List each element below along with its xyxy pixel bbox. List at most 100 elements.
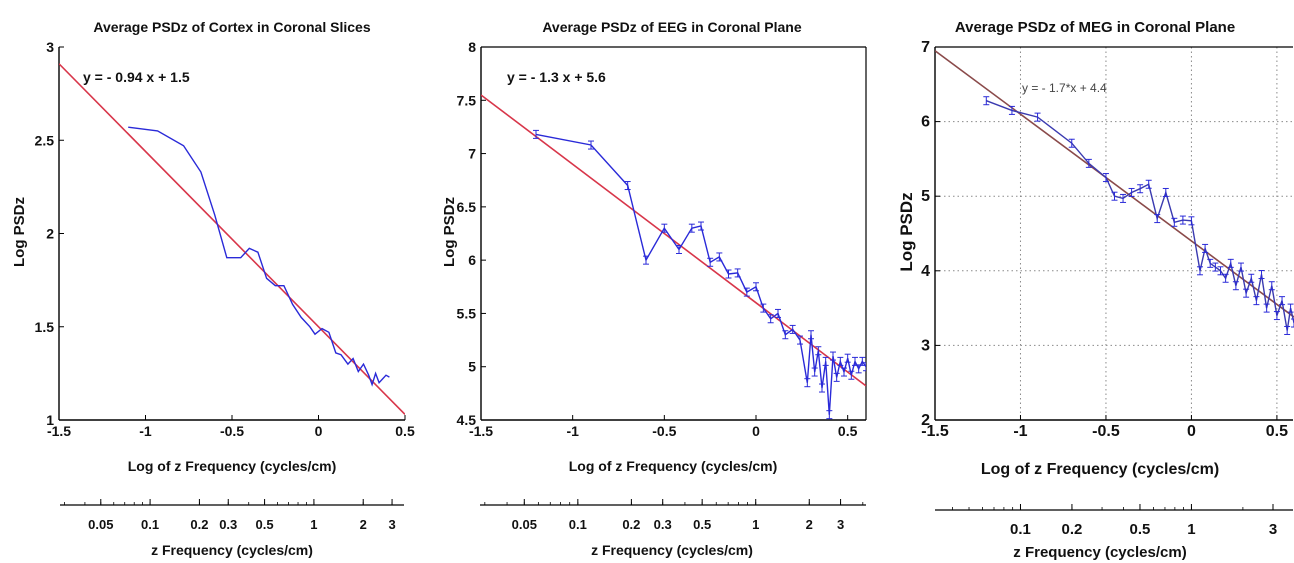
error-bar bbox=[533, 129, 539, 139]
secondary-tick-label: 1 bbox=[310, 517, 317, 532]
error-bar bbox=[811, 367, 818, 377]
error-bar bbox=[1263, 303, 1270, 313]
y-tick-label: 1.5 bbox=[35, 319, 55, 335]
y-tick-label: 3 bbox=[46, 39, 54, 55]
chart-panel-eeg: Average PSDz of EEG in Coronal Plane 4.5… bbox=[441, 19, 867, 558]
error-bar bbox=[797, 335, 803, 345]
error-bar bbox=[1188, 216, 1195, 226]
y-tick-label: 2.5 bbox=[35, 132, 55, 148]
error-bar bbox=[743, 287, 750, 297]
data-series-line bbox=[535, 133, 866, 415]
secondary-tick-label: 2 bbox=[360, 517, 367, 532]
x-tick-label: -0.5 bbox=[1092, 423, 1120, 440]
error-bar bbox=[837, 356, 844, 366]
error-bar bbox=[1068, 138, 1075, 148]
error-bar bbox=[661, 223, 668, 233]
y-axis-label: Log PSDz bbox=[441, 197, 458, 267]
y-tick-label: 5 bbox=[468, 359, 476, 375]
error-bar bbox=[1034, 112, 1041, 122]
chart-panel-cortex: Average PSDz of Cortex in Coronal Slices… bbox=[11, 19, 415, 558]
error-bar bbox=[588, 140, 594, 150]
error-bar bbox=[1145, 179, 1152, 189]
x-tick-label: -1.5 bbox=[47, 423, 71, 439]
x-axis-label: Log of z Frequency (cycles/cm) bbox=[569, 458, 778, 474]
error-bar bbox=[767, 314, 774, 324]
error-bar bbox=[1217, 266, 1224, 276]
secondary-tick-label: 0.2 bbox=[190, 517, 208, 532]
plot-area bbox=[59, 63, 405, 415]
error-bar bbox=[1248, 273, 1255, 283]
y-tick-label: 2 bbox=[921, 412, 930, 429]
y-tick-label: 6.5 bbox=[457, 199, 477, 215]
secondary-tick-label: 0.05 bbox=[88, 517, 113, 532]
error-bar bbox=[1154, 214, 1161, 224]
error-bar bbox=[844, 353, 851, 363]
fit-equation-label: y = - 1.3 x + 5.6 bbox=[507, 69, 606, 85]
y-axis-label: Log PSDz bbox=[897, 192, 916, 271]
secondary-tick-label: 0.2 bbox=[1062, 521, 1083, 538]
error-bar bbox=[863, 362, 866, 372]
error-bar bbox=[782, 330, 789, 340]
y-tick-label: 1 bbox=[46, 412, 54, 428]
error-bar bbox=[643, 255, 649, 265]
secondary-tick-label: 0.1 bbox=[569, 517, 587, 532]
y-tick-label: 2 bbox=[46, 226, 54, 242]
x-tick-label: 0.5 bbox=[395, 423, 415, 439]
error-bar bbox=[1171, 217, 1178, 227]
error-bar bbox=[1137, 184, 1144, 194]
secondary-tick-label: 0.2 bbox=[622, 517, 640, 532]
error-bar bbox=[983, 96, 990, 106]
error-bar bbox=[1120, 193, 1127, 203]
plot-area bbox=[935, 50, 1294, 335]
error-bar bbox=[789, 324, 796, 334]
error-bar bbox=[1279, 296, 1286, 306]
secondary-tick-label: 0.1 bbox=[141, 517, 159, 532]
secondary-tick-label: 0.3 bbox=[654, 517, 672, 532]
fit-line bbox=[59, 63, 405, 415]
x-tick-label: -1 bbox=[1013, 423, 1027, 440]
error-bar bbox=[822, 356, 829, 366]
y-tick-label: 7.5 bbox=[457, 92, 477, 108]
secondary-x-axis: 0.1 0.2 0.5 1 3 bbox=[935, 504, 1293, 538]
y-tick-label: 4.5 bbox=[457, 412, 477, 428]
error-bar bbox=[1179, 215, 1186, 225]
error-bar bbox=[688, 223, 695, 233]
error-bar bbox=[1008, 105, 1015, 115]
x-tick-label: 0.5 bbox=[838, 423, 858, 439]
error-bar bbox=[734, 268, 741, 278]
error-bar bbox=[815, 346, 822, 356]
x-tick-label: 0 bbox=[752, 423, 760, 439]
x-tick-label: 0.5 bbox=[1266, 423, 1288, 440]
x-tick-label: -1.5 bbox=[469, 423, 493, 439]
x-tick-label: -1 bbox=[139, 423, 152, 439]
secondary-x-axis: 0.05 0.1 0.2 0.3 0.5 1 2 3 bbox=[480, 499, 866, 532]
error-bar bbox=[1196, 266, 1203, 276]
error-bar bbox=[1222, 273, 1229, 283]
error-bar bbox=[848, 370, 855, 380]
secondary-x-axis-label: z Frequency (cycles/cm) bbox=[1013, 544, 1186, 561]
error-bar bbox=[1268, 281, 1275, 291]
error-bar bbox=[1243, 288, 1250, 298]
error-bar bbox=[1111, 191, 1118, 201]
error-bar bbox=[859, 356, 866, 366]
chart-title: Average PSDz of Cortex in Coronal Slices bbox=[93, 19, 370, 35]
error-bar bbox=[1102, 173, 1109, 183]
chart-panel-meg: Average PSDz of MEG in Coronal Plane 2 3 4… bbox=[897, 19, 1294, 561]
chart-title: Average PSDz of EEG in Coronal Plane bbox=[542, 19, 802, 35]
error-bar bbox=[716, 252, 723, 262]
error-bar bbox=[1253, 296, 1260, 306]
y-axis-label: Log PSDz bbox=[11, 197, 28, 267]
x-tick-label: 0 bbox=[1187, 423, 1196, 440]
error-bar bbox=[698, 221, 704, 231]
x-tick-label: -1 bbox=[566, 423, 579, 439]
y-tick-label: 3 bbox=[921, 337, 930, 354]
secondary-tick-label: 2 bbox=[806, 517, 813, 532]
secondary-tick-label: 0.5 bbox=[693, 517, 711, 532]
x-tick-label: -1.5 bbox=[921, 423, 949, 440]
y-tick-label: 4 bbox=[921, 263, 930, 280]
error-bar bbox=[624, 181, 631, 191]
x-tick-label: 0 bbox=[315, 423, 323, 439]
error-bar bbox=[1232, 281, 1239, 291]
error-bar bbox=[1227, 258, 1234, 268]
chart-title: Average PSDz of MEG in Coronal Plane bbox=[955, 19, 1235, 36]
